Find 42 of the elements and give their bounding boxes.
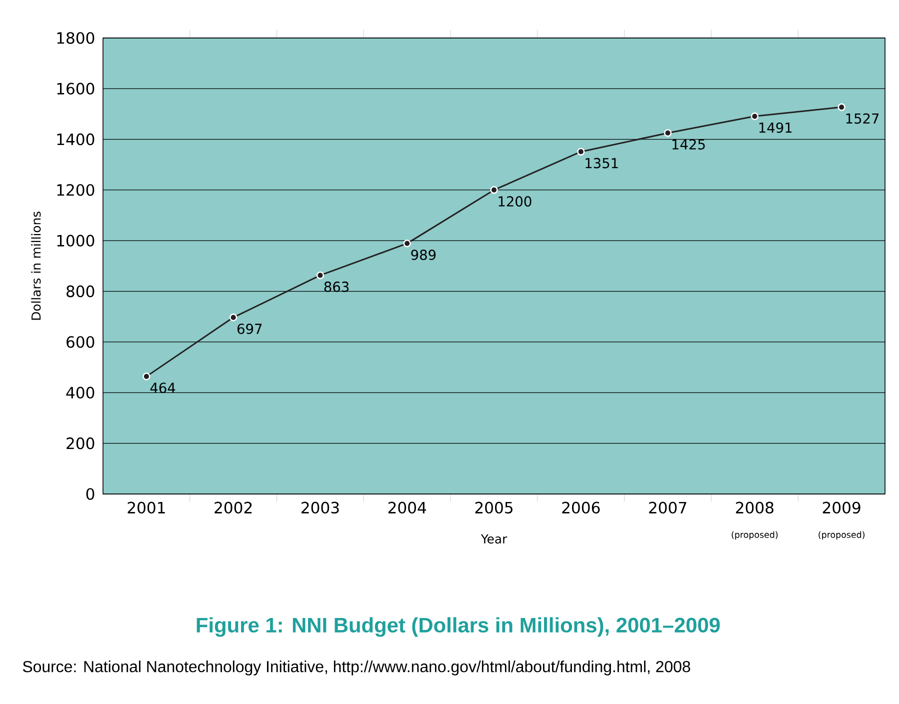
y-tick-label: 1200 <box>57 184 94 196</box>
y-tick-label: 400 <box>66 386 94 399</box>
point <box>490 186 498 194</box>
x-tick-label: 2005 <box>475 502 512 514</box>
text: (proposed) <box>732 531 778 540</box>
point <box>838 103 846 111</box>
text: Figure 1: NNI Budget (Dollars in Millions), 2001–2009 <box>196 617 720 637</box>
data-label: 989 <box>411 250 436 260</box>
data-label: 1200 <box>498 196 532 207</box>
point <box>316 272 324 280</box>
data-label: 1527 <box>846 113 879 124</box>
x-tick-label: 2002 <box>214 502 252 514</box>
x-tick-label: 2004 <box>388 502 426 514</box>
point <box>750 112 759 120</box>
y-tick-label: 1400 <box>57 133 94 146</box>
point <box>142 372 150 380</box>
y-tick-label: 0 <box>86 488 94 500</box>
data-label: 697 <box>237 324 262 334</box>
y-tick-label: 200 <box>66 437 94 450</box>
x-tick-label: 2006 <box>562 502 600 514</box>
point <box>229 314 238 322</box>
text: (proposed) <box>818 531 864 540</box>
point <box>577 148 585 156</box>
y-tick-label: 600 <box>66 336 94 348</box>
x-tick-label: 2003 <box>302 502 339 514</box>
data-label: 1425 <box>672 139 705 150</box>
data-label: 1351 <box>586 158 618 168</box>
y-tick-label: 1000 <box>57 234 94 247</box>
x-tick-label: 2009 <box>822 502 860 514</box>
data-label: 1491 <box>759 122 792 133</box>
y-axis-title: Dollars in millions <box>31 212 41 320</box>
y-tick-label: 800 <box>66 285 94 298</box>
y-tick-label: 1600 <box>57 82 94 95</box>
x-tick-label: 2008 <box>736 502 774 514</box>
point <box>403 240 411 248</box>
x-tick-label: 2007 <box>649 502 686 514</box>
x-axis-title: Year <box>480 534 508 544</box>
data-label: 464 <box>150 382 176 394</box>
x-tick-label: 2001 <box>128 502 165 514</box>
point <box>664 129 672 137</box>
y-tick-label: 1800 <box>57 32 94 44</box>
source-note: Source: National Nanotechnology Initiative, http://www.nano.gov/html/about/funding.html, 2008 <box>22 660 690 676</box>
